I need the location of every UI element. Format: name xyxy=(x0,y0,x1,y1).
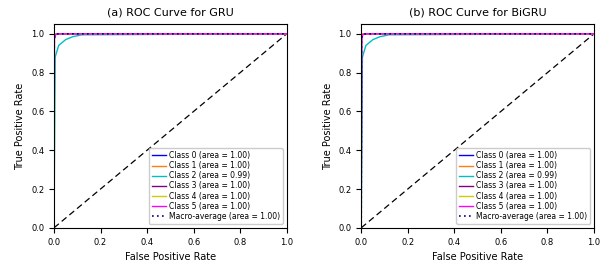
Title: (a) ROC Curve for GRU: (a) ROC Curve for GRU xyxy=(107,8,234,18)
Legend: Class 0 (area = 1.00), Class 1 (area = 1.00), Class 2 (area = 0.99), Class 3 (ar: Class 0 (area = 1.00), Class 1 (area = 1… xyxy=(149,148,283,224)
X-axis label: False Positive Rate: False Positive Rate xyxy=(432,252,523,262)
Legend: Class 0 (area = 1.00), Class 1 (area = 1.00), Class 2 (area = 0.99), Class 3 (ar: Class 0 (area = 1.00), Class 1 (area = 1… xyxy=(456,148,590,224)
Y-axis label: True Positive Rate: True Positive Rate xyxy=(16,82,25,170)
X-axis label: False Positive Rate: False Positive Rate xyxy=(125,252,216,262)
Title: (b) ROC Curve for BiGRU: (b) ROC Curve for BiGRU xyxy=(409,8,547,18)
Y-axis label: True Positive Rate: True Positive Rate xyxy=(323,82,333,170)
